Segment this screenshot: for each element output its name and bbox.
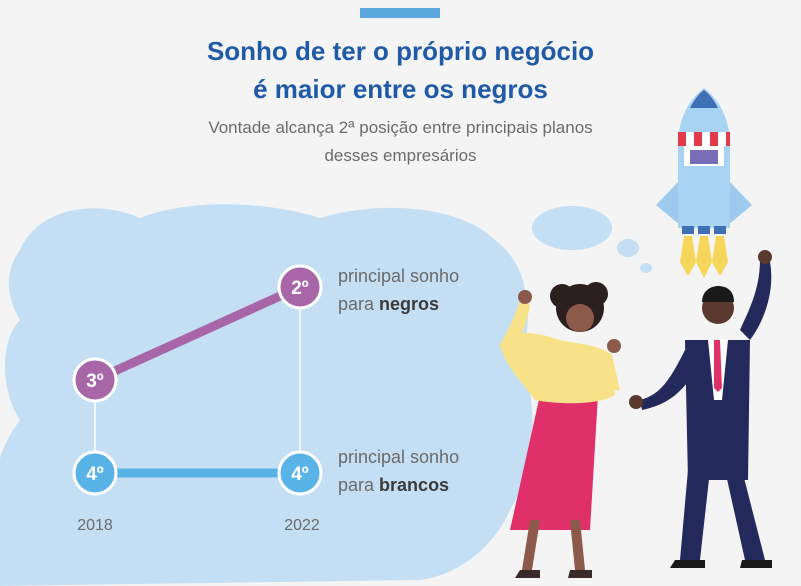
page-title: Sonho de ter o próprio negócio é maior e… [0, 32, 801, 108]
subtitle-line-1: Vontade alcança 2ª posição entre princip… [208, 118, 593, 137]
rocket-illustration [656, 88, 752, 278]
title-line-1: Sonho de ter o próprio negócio [206, 36, 595, 66]
legend-negros-line2: para negros [338, 290, 459, 318]
man-illustration [629, 250, 772, 568]
legend-brancos-line1: principal sonho [338, 447, 460, 467]
legend-brancos-bold: brancos [379, 475, 450, 495]
x-tick-2022: 2022 [284, 517, 320, 534]
x-tick-2018: 2018 [77, 517, 113, 534]
point-negros-2018 [72, 357, 118, 403]
thought-bubbles [532, 206, 652, 273]
legend-brancos-line2: para brancos [338, 471, 459, 499]
top-accent-bar [360, 8, 440, 18]
woman-illustration [500, 282, 621, 578]
legend-negros: principal sonho para negros [338, 262, 459, 318]
legend-negros-word: para [338, 294, 375, 314]
point-negros-2022 [277, 264, 323, 310]
value-label-negros-2018: 3º [86, 371, 104, 392]
value-label-negros-2022: 2º [291, 278, 309, 299]
point-brancos-2022 [277, 450, 323, 496]
legend-brancos-word: para [338, 475, 375, 495]
series-line-negros [90, 282, 305, 385]
cloud-background [0, 204, 533, 586]
value-label-brancos-2022: 4º [291, 464, 309, 485]
title-line-2: é maior entre os negros [253, 74, 548, 104]
ranking-chart: 3º 2º 4º 4º 2018 2022 [72, 264, 323, 534]
point-brancos-2018 [72, 450, 118, 496]
legend-brancos: principal sonho para brancos [338, 443, 459, 499]
subtitle-line-2: desses empresários [324, 146, 477, 165]
legend-negros-line1: principal sonho [338, 266, 460, 286]
value-label-brancos-2018: 4º [86, 464, 104, 485]
legend-negros-bold: negros [379, 294, 440, 314]
page-subtitle: Vontade alcança 2ª posição entre princip… [0, 114, 801, 170]
